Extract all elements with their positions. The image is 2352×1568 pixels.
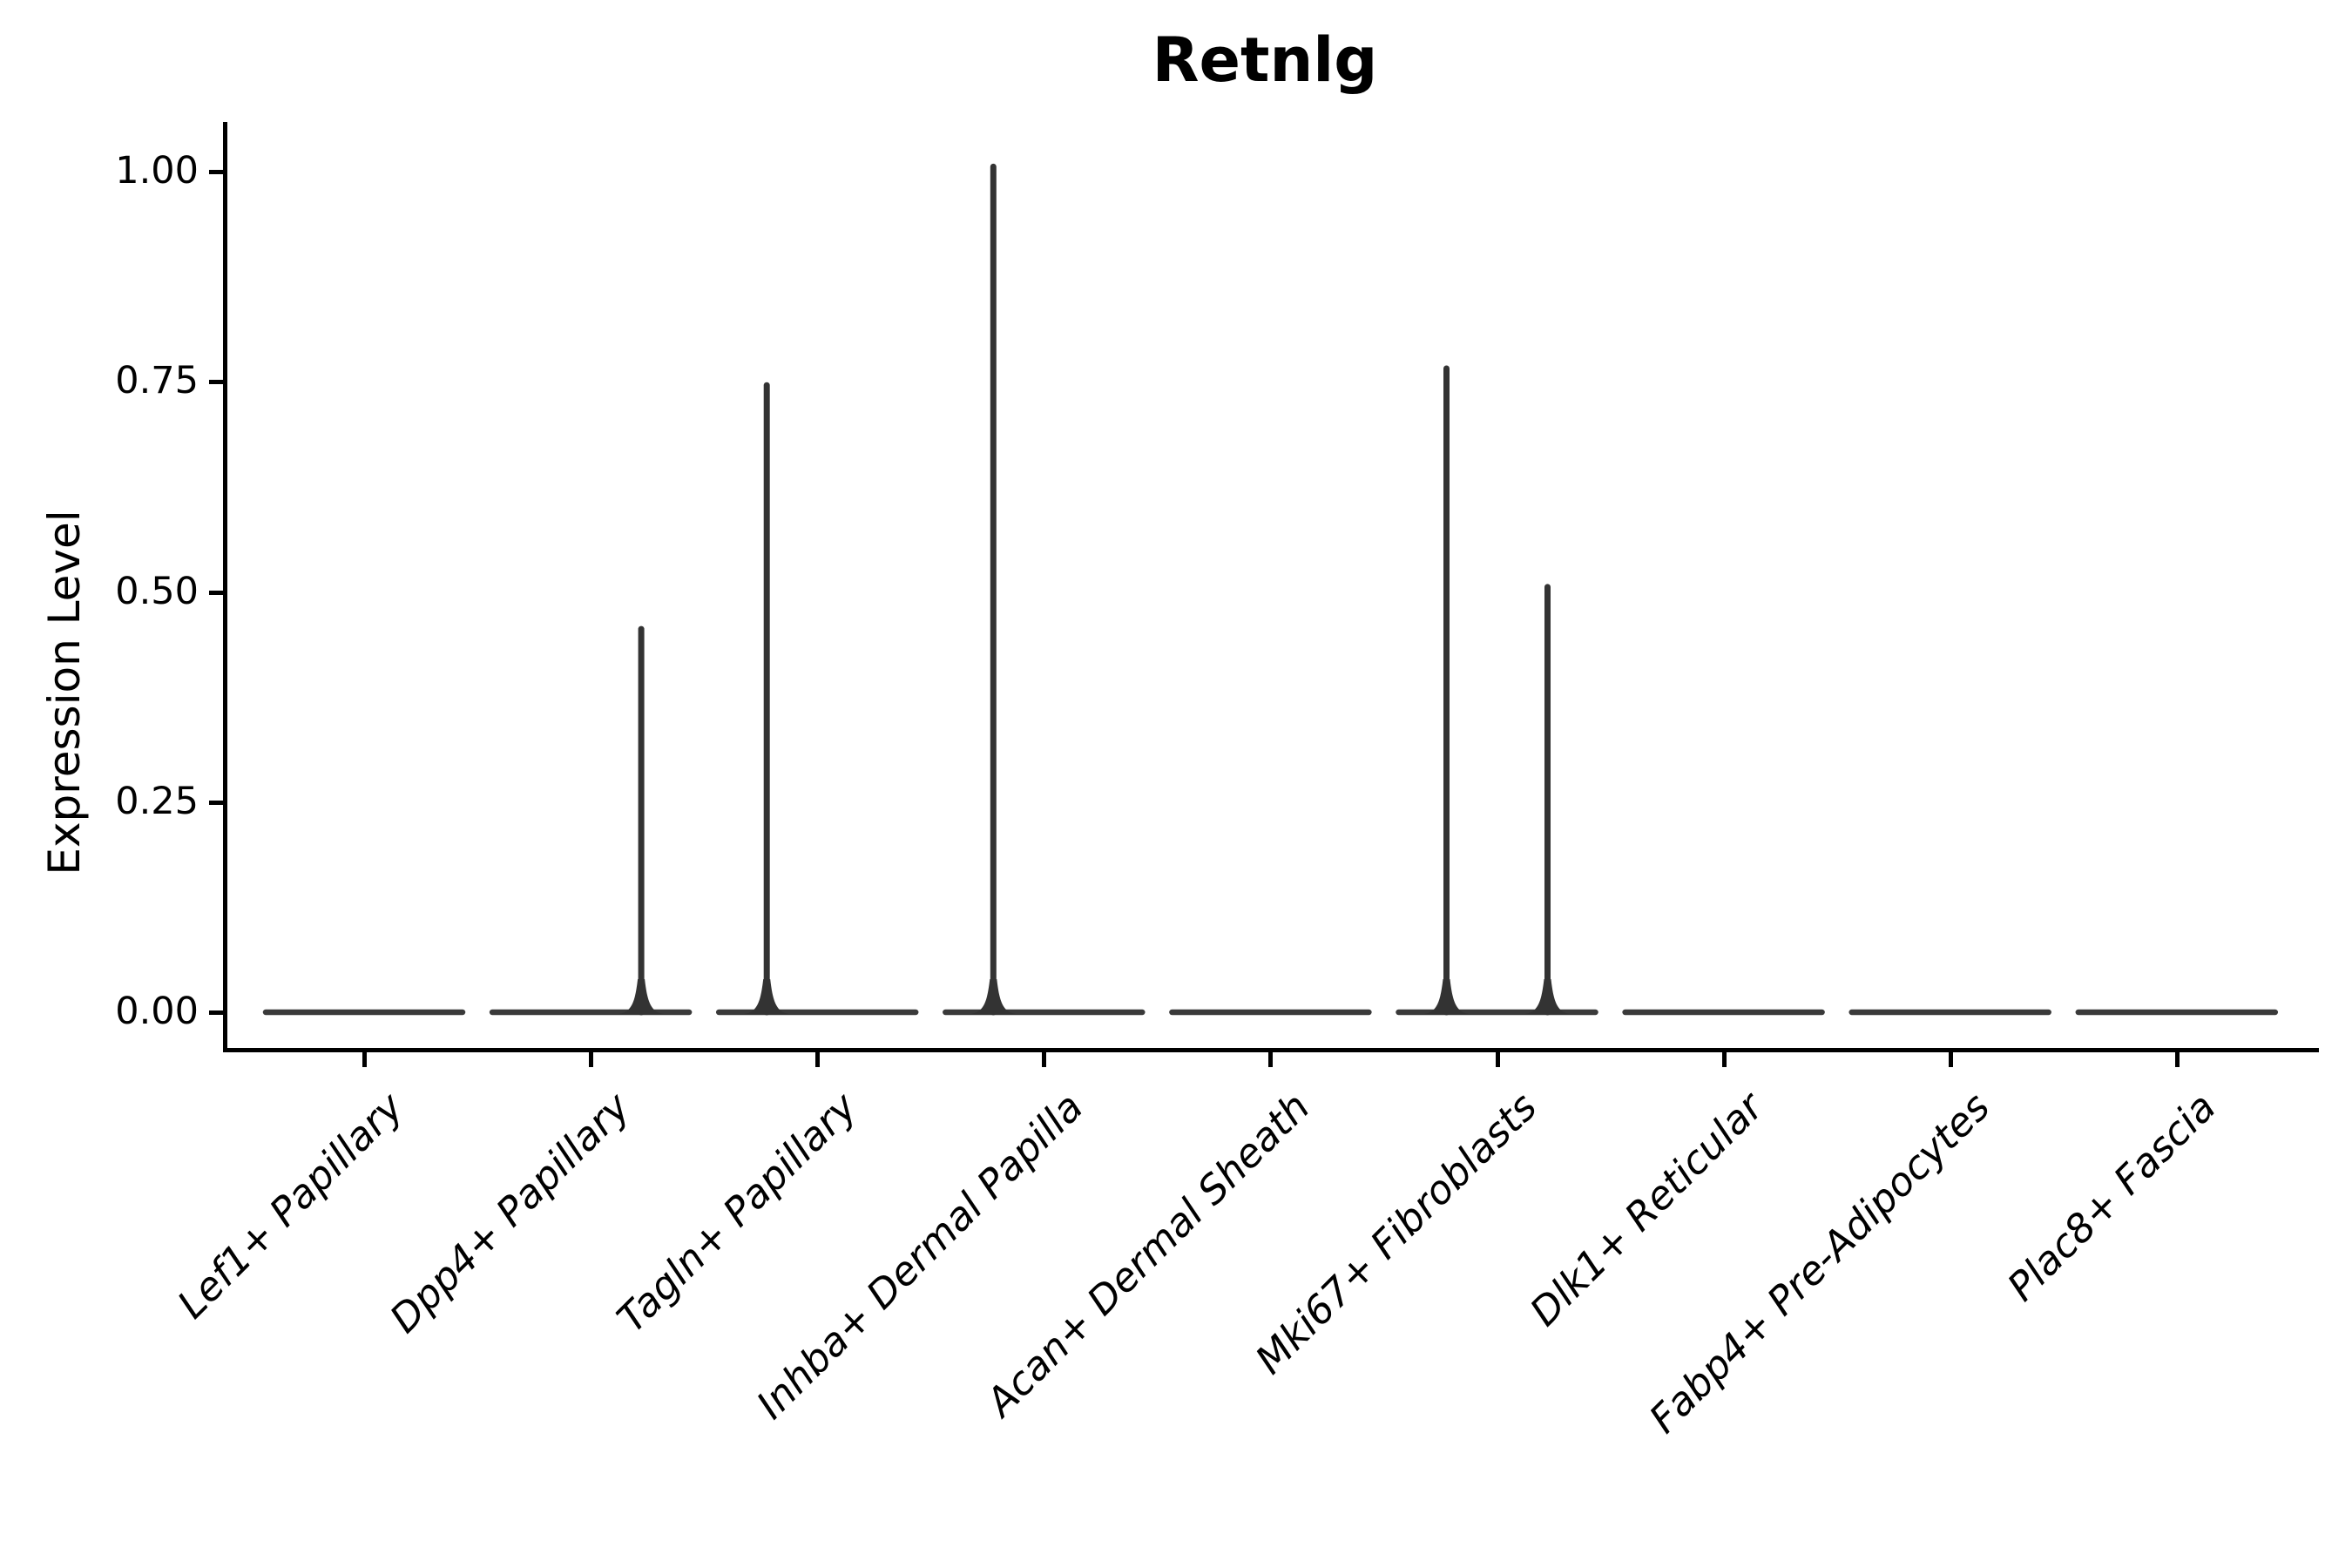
y-tick-mark (209, 800, 224, 805)
x-tick-mark (1495, 1052, 1500, 1067)
violin-spike-base-flare (1423, 979, 1470, 1014)
violin-spike-base-flare (1524, 979, 1571, 1014)
y-tick-label: 0.50 (115, 569, 199, 613)
x-tick-mark (2174, 1052, 2180, 1067)
x-tick-mark (362, 1052, 367, 1067)
y-tick-mark (209, 380, 224, 385)
y-tick-label: 1.00 (115, 149, 199, 193)
y-tick-mark (209, 590, 224, 595)
violin-spike-base-flare (970, 979, 1017, 1014)
y-tick-label: 0.25 (115, 779, 199, 823)
x-tick-mark (589, 1052, 594, 1067)
y-tick-mark (209, 1010, 224, 1015)
x-axis-spine (223, 1048, 2319, 1052)
x-tick-mark (1948, 1052, 1953, 1067)
chart-title: Retnlg (1152, 24, 1378, 96)
y-axis-spine (223, 122, 227, 1052)
y-tick-label: 0.75 (115, 359, 199, 403)
x-tick-mark (1721, 1052, 1727, 1067)
x-tick-mark (1042, 1052, 1047, 1067)
x-tick-mark (815, 1052, 821, 1067)
violin-spike-base-flare (618, 979, 665, 1014)
x-tick-mark (1268, 1052, 1274, 1067)
violin-spike-base-flare (744, 979, 790, 1014)
y-tick-label: 0.00 (115, 990, 199, 1033)
y-tick-mark (209, 170, 224, 174)
